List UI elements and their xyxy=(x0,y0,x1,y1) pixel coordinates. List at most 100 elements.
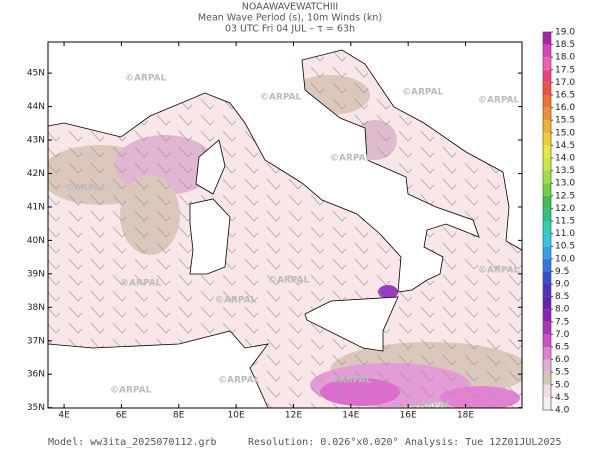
colorbar-label: 8.5 xyxy=(555,292,569,302)
axis-ticks: 4E 6E 8E 10E 12E 14E 16E 18E 35N 36N 37N 38N 39N 40N 4… xyxy=(27,42,522,421)
y-tick-label: 45N xyxy=(27,69,45,79)
y-tick-label: 38N xyxy=(27,303,45,313)
colorbar-band xyxy=(543,221,551,234)
colorbar-band xyxy=(543,82,551,95)
watermark: ©ARPAL xyxy=(218,376,260,386)
colorbar-label: 14.0 xyxy=(555,154,575,164)
y-tick-label: 44N xyxy=(27,102,45,112)
footer-resolution: Resolution: 0.026°x0.020° xyxy=(248,437,399,448)
colorbar-band xyxy=(543,384,551,398)
watermark: ©ARPAL xyxy=(215,296,257,306)
colorbar-band xyxy=(543,309,551,322)
colorbar-label: 14.5 xyxy=(555,141,575,151)
corsica xyxy=(195,139,226,195)
colorbar-band xyxy=(543,258,551,272)
colorbar-label: 5.5 xyxy=(555,368,569,378)
colorbar-label: 6.0 xyxy=(555,355,570,365)
africa xyxy=(48,330,269,408)
watermark: ©ARPAL xyxy=(260,93,302,103)
colorbar-label: 15.0 xyxy=(555,128,575,138)
colorbar-band xyxy=(543,195,551,209)
colorbar-label: 17.5 xyxy=(555,65,575,75)
colorbar-band xyxy=(543,120,551,133)
colorbar-band xyxy=(543,334,551,347)
watermark: ©ARPAL xyxy=(478,266,520,276)
colorbar-band xyxy=(543,347,551,360)
colorbar-label: 13.5 xyxy=(555,166,575,176)
x-tick-label: 16E xyxy=(400,411,417,421)
colorbar-band xyxy=(543,170,551,184)
subtitle: Mean Wave Period (s), 10m Winds (kn) xyxy=(198,13,382,24)
watermarks: ©ARPAL ©ARPAL ©ARPAL ©ARPAL ©ARPAL ©ARPAL ©ARP… xyxy=(65,74,520,411)
x-tick-label: 10E xyxy=(228,411,245,421)
watermark: ©ARPAL xyxy=(402,88,444,98)
watermark: ©ARPAL xyxy=(110,386,152,396)
colorbar-label: 6.5 xyxy=(555,343,569,353)
colorbar-label: 5.0 xyxy=(555,380,570,390)
colorbar-band xyxy=(543,208,551,221)
colorbar-label: 11.5 xyxy=(555,217,575,227)
colorbar-label: 10.5 xyxy=(555,242,575,252)
colorbar-band xyxy=(543,372,551,385)
colorbar-band xyxy=(543,44,551,58)
time-label: 03 UTC Fri 04 JUL – τ = 63h xyxy=(225,24,355,35)
footer-model: Model: ww3ita_2025070112.grb xyxy=(48,437,217,448)
colorbar-band xyxy=(543,145,551,158)
colorbar-label: 12.5 xyxy=(555,191,575,201)
sicily xyxy=(304,296,399,352)
map-area: ©ARPAL ©ARPAL ©ARPAL ©ARPAL ©ARPAL ©ARPAL ©ARP… xyxy=(48,42,522,411)
colorbar-label: 12.0 xyxy=(555,204,575,214)
colorbar-label: 7.0 xyxy=(555,330,570,340)
colorbar-band xyxy=(543,132,551,146)
colorbar-label: 16.0 xyxy=(555,103,575,113)
colorbar-label: 16.5 xyxy=(555,91,575,101)
colorbar-label: 4.5 xyxy=(555,393,569,403)
colorbar-band xyxy=(543,271,551,284)
watermark: ©ARPAL xyxy=(125,74,167,84)
colorbar-band xyxy=(543,183,551,196)
colorbar-label: 11.0 xyxy=(555,229,575,239)
watermark: ©ARPAL xyxy=(330,376,372,386)
colorbar-label: 9.5 xyxy=(555,267,569,277)
colorbar-label: 10.0 xyxy=(555,254,575,264)
title: NOAAWAVEWATCHIII xyxy=(242,2,339,13)
colorbar-label: 18.5 xyxy=(555,40,575,50)
watermark: ©ARPAL xyxy=(120,279,162,289)
watermark: ©ARPAL xyxy=(65,184,107,194)
colorbar-label: 7.5 xyxy=(555,317,569,327)
colorbar-band xyxy=(543,32,551,45)
colorbar-band xyxy=(543,397,551,410)
colorbar-label: 19.0 xyxy=(555,28,575,38)
watermark: ©ARPAL xyxy=(330,154,372,164)
x-tick-label: 8E xyxy=(173,411,185,421)
colorbar-band xyxy=(543,296,551,310)
colorbar: 4.0 4.5 5.0 5.5 6.0 6.5 7.0 7.5 8.0 8.5 9.0 9.5 10.0… xyxy=(542,28,575,416)
colorbar-band xyxy=(543,95,551,108)
x-tick-label: 6E xyxy=(116,411,128,421)
colorbar-label: 18.0 xyxy=(555,53,575,63)
y-tick-label: 37N xyxy=(27,336,45,346)
x-tick-label: 4E xyxy=(58,411,70,421)
y-tick-label: 35N xyxy=(27,403,45,413)
y-tick-label: 42N xyxy=(27,169,45,179)
colorbar-band xyxy=(543,321,551,335)
colorbar-band xyxy=(543,233,551,247)
mainland xyxy=(48,42,522,293)
colorbar-label: 13.0 xyxy=(555,179,575,189)
colorbar-label: 8.0 xyxy=(555,305,570,315)
colorbar-band xyxy=(543,359,551,373)
colorbar-label: 4.0 xyxy=(555,406,570,416)
colorbar-label: 15.5 xyxy=(555,116,575,126)
x-tick-label: 14E xyxy=(342,411,359,421)
watermark: ©ARPAL xyxy=(478,96,520,106)
colorbar-band xyxy=(543,107,551,121)
y-tick-label: 39N xyxy=(27,269,45,279)
y-tick-label: 36N xyxy=(27,370,45,380)
watermark: ©ARPAL xyxy=(268,276,310,286)
sardinia xyxy=(189,198,231,275)
footer-analysis: Analysis: Tue 12Z01JUL2025 xyxy=(405,437,562,448)
watermark: ©ARPAL xyxy=(410,401,452,411)
y-tick-label: 40N xyxy=(27,236,45,246)
